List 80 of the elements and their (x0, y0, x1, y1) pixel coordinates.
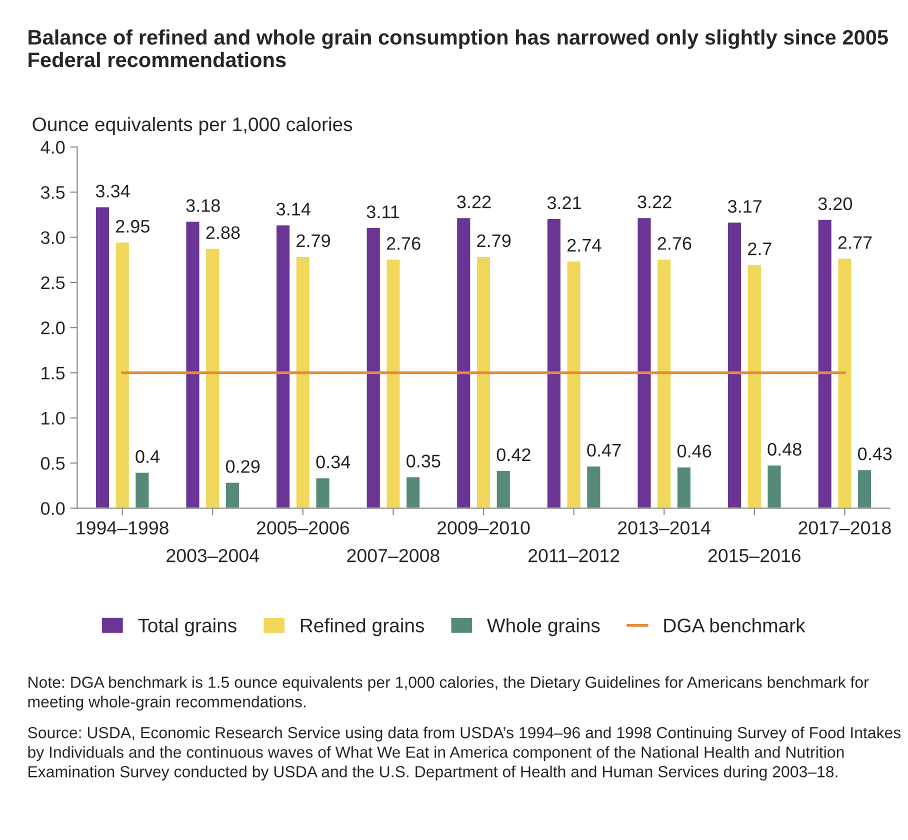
x-tick-label: 2017–2018 (798, 521, 891, 534)
data-label: 2.79 (477, 234, 511, 248)
data-label: 2.95 (116, 220, 150, 233)
bar (114, 241, 130, 508)
x-tick-label: 2011–2012 (528, 548, 620, 562)
data-label: 2.76 (658, 237, 692, 250)
data-label: 2.77 (838, 236, 872, 249)
data-label: 2.74 (567, 238, 602, 252)
chart-title: Balance of refined and whole grain consumption has narrowed only slightly since 2005 Federal recommendations (28, 29, 888, 68)
y-tick-label: 1.5 (42, 366, 65, 380)
data-label: 3.21 (547, 196, 581, 210)
y-tick-label: 2.0 (41, 322, 65, 334)
bar (586, 465, 602, 508)
y-tick-label: 0.0 (40, 502, 65, 515)
y-tick-label: 0.5 (40, 456, 65, 470)
x-tick-label: 2009–2010 (438, 521, 530, 534)
data-label: 3.11 (366, 205, 400, 218)
x-tick-label: 2015–2016 (708, 548, 801, 562)
legend-label: Whole grains (487, 618, 600, 636)
bar (726, 221, 742, 508)
y-tick-label: 3.0 (40, 231, 65, 244)
bar (816, 218, 833, 508)
x-tick-label: 2005–2006 (256, 521, 350, 534)
bar (204, 247, 221, 508)
legend-label: Total grains (138, 618, 236, 636)
bar (566, 260, 582, 508)
y-tick-label: 4.0 (40, 140, 65, 154)
data-label: 3.14 (276, 202, 310, 216)
data-label: 2.79 (296, 234, 330, 248)
data-label: 0.48 (768, 442, 802, 456)
y-axis-title: Ounce equivalents per 1,000 calories (32, 116, 352, 136)
data-label: 0.35 (406, 454, 440, 468)
y-tick-label: 2.5 (41, 276, 65, 290)
y-tick-label: 3.5 (40, 186, 65, 199)
data-label: 2.76 (386, 237, 420, 250)
x-tick-label: 2013–2014 (618, 521, 710, 534)
legend-label: DGA benchmark (664, 618, 806, 632)
data-label: 0.43 (858, 447, 892, 460)
bar (295, 256, 311, 508)
source-note: Source: USDA, Economic Research Service using data from USDA’s 1994–96 and 1998 Continuing Survey of Food Intakes by Individuals and the continuous waves of What We Eat in America component of the National Health and Nutrition Examination Survey conducted by USDA and the U.S. Department of Health and Human Services during 2003–18. (28, 726, 901, 781)
data-label: 2.88 (206, 226, 240, 240)
x-tick-label: 2007–2008 (347, 548, 440, 562)
y-tick-label: 1.0 (42, 412, 65, 425)
data-label: 0.47 (587, 444, 621, 457)
data-label: 0.34 (316, 456, 350, 468)
bar (495, 470, 512, 508)
data-label: 2.7 (748, 242, 772, 256)
bar (856, 468, 872, 508)
bar (636, 216, 652, 508)
x-tick-label: 2003–2004 (166, 548, 260, 562)
bar (676, 466, 692, 508)
data-label: 0.42 (496, 448, 530, 462)
data-label: 0.29 (226, 460, 260, 473)
legend-label: Refined grains (300, 618, 424, 636)
bar (134, 471, 150, 508)
text: Note: DGA benchmark is 1.5 ounce equivalents per 1,000 calories, the Dietary Guidelines for Americans benchmark for meeting whole-grain recommendations. (28, 676, 869, 711)
bar (365, 226, 382, 508)
x-tick-label: 1994–1998 (76, 521, 168, 534)
data-label: 3.34 (96, 184, 130, 198)
data-label: 0.4 (136, 450, 160, 463)
data-label: 3.17 (728, 200, 762, 213)
bar (746, 264, 762, 508)
bar (656, 258, 672, 508)
bar (385, 258, 402, 508)
bar (94, 206, 110, 508)
data-label: 0.46 (677, 444, 712, 458)
bar (275, 224, 291, 508)
bar (456, 216, 472, 508)
bar (405, 476, 421, 508)
bar (836, 257, 853, 508)
bar (476, 256, 492, 508)
bar (224, 481, 240, 508)
data-label: 3.18 (186, 199, 220, 212)
bar (766, 464, 782, 508)
data-label: 3.22 (638, 196, 672, 208)
data-label: 3.20 (818, 197, 852, 210)
bar (546, 218, 562, 508)
bar (184, 220, 201, 508)
data-label: 3.22 (457, 196, 491, 208)
bar (314, 476, 331, 508)
